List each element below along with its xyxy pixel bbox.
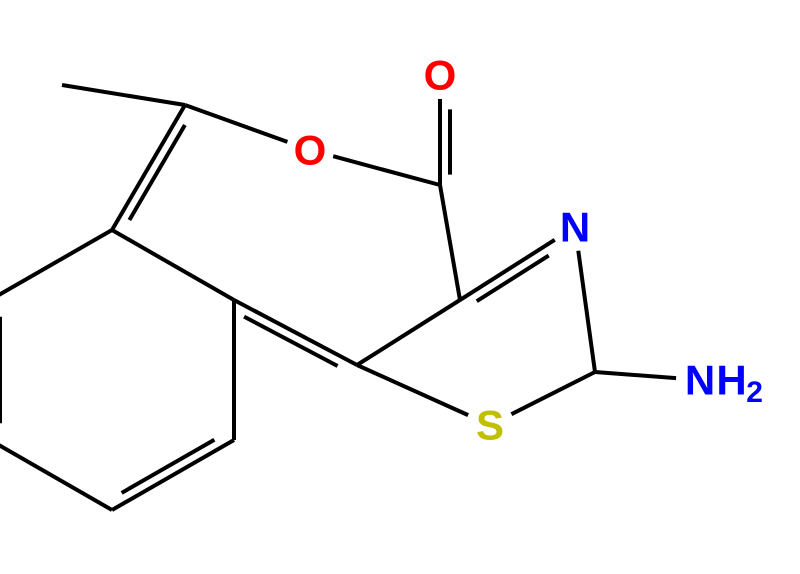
svg-text:N: N xyxy=(685,357,715,404)
svg-text:S: S xyxy=(476,402,504,449)
svg-text:2: 2 xyxy=(746,376,763,409)
svg-text:O: O xyxy=(294,127,327,174)
svg-text:O: O xyxy=(424,52,457,99)
svg-text:H: H xyxy=(716,357,746,404)
svg-text:N: N xyxy=(560,204,590,251)
